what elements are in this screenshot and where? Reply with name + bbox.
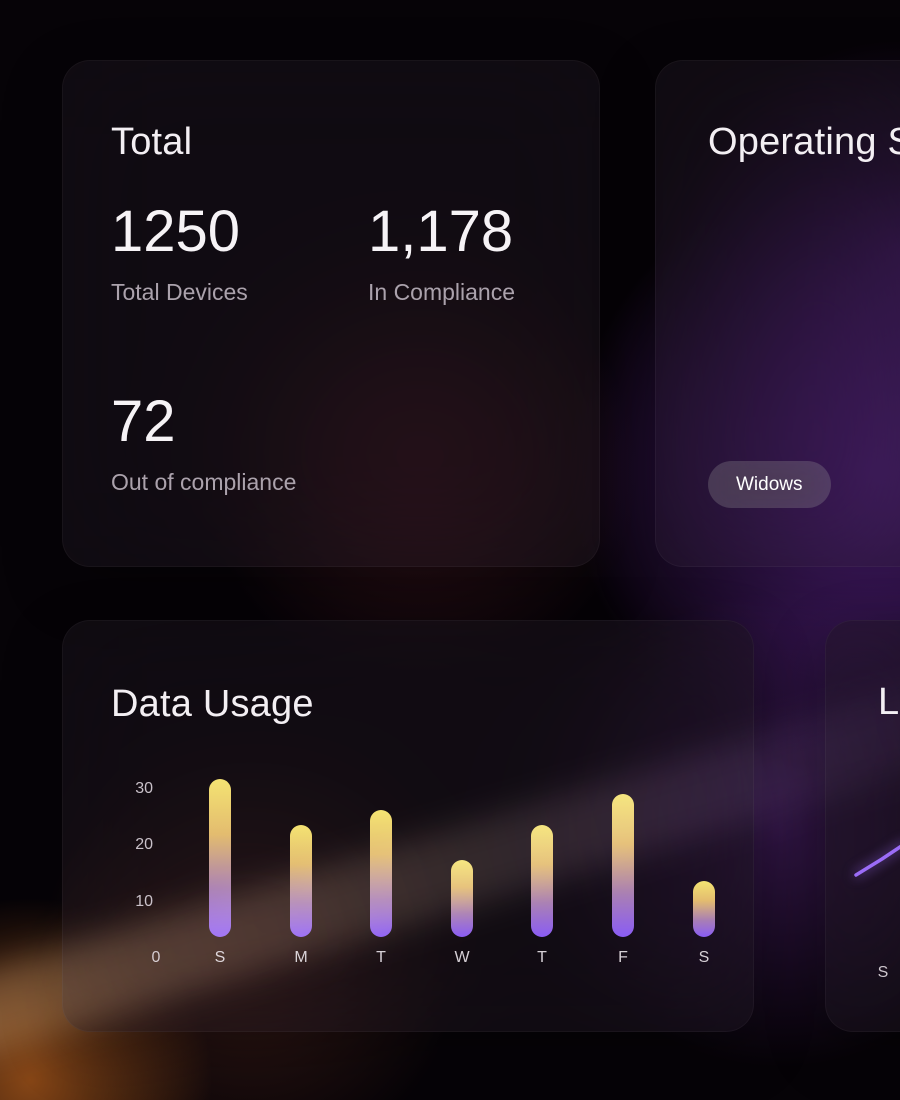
x-tick-label: S	[877, 964, 889, 981]
y-tick-label: 20	[135, 836, 153, 853]
bottom-right-card: L S	[825, 620, 900, 1032]
bar-M-1	[290, 825, 312, 937]
bar-S-0	[209, 779, 231, 937]
x-tick-label: M	[294, 949, 308, 966]
stat-value-out-of-compliance: 72	[111, 389, 176, 454]
total-card: Total 1250 Total Devices 1,178 In Compli…	[62, 60, 600, 567]
data-usage-card-title: Data Usage	[111, 683, 314, 725]
bar-T-2	[370, 810, 392, 937]
stat-label-in-compliance: In Compliance	[368, 279, 516, 305]
data-usage-card: Data Usage 10 20 30 0 S M T W T F S	[62, 620, 754, 1032]
stat-value-total-devices: 1250	[111, 199, 241, 264]
stat-out-of-compliance: 72 Out of compliance	[111, 389, 297, 496]
y-tick-label: 10	[135, 893, 153, 910]
line-chart	[854, 844, 900, 877]
x-tick-label: T	[376, 949, 386, 966]
stat-label-out-of-compliance: Out of compliance	[111, 469, 297, 495]
operating-system-card-title: Operating S	[708, 121, 900, 163]
x-tick-label: S	[214, 949, 226, 966]
bottom-right-card-title: L	[878, 681, 900, 723]
y-tick-zero: 0	[151, 949, 161, 966]
x-tick-label: T	[537, 949, 547, 966]
bar-S-6	[693, 881, 715, 937]
stat-in-compliance: 1,178 In Compliance	[368, 199, 516, 306]
line-series	[854, 844, 900, 877]
os-filter-chip-windows[interactable]: Widows	[708, 461, 831, 508]
stat-value-in-compliance: 1,178	[368, 199, 514, 264]
data-usage-plot: 10 20 30 0 S M T W T F S	[63, 621, 753, 1031]
bar-F-5	[612, 794, 634, 937]
total-card-title: Total	[111, 121, 193, 163]
bar-T-4	[531, 825, 553, 937]
x-tick-label: F	[618, 949, 628, 966]
x-tick-label: W	[454, 949, 470, 966]
bar-W-3	[451, 860, 473, 937]
x-tick-label: S	[698, 949, 710, 966]
operating-system-card: Operating S Widows	[655, 60, 900, 567]
y-tick-label: 30	[135, 780, 153, 797]
stat-total-devices: 1250 Total Devices	[111, 199, 248, 306]
stat-label-total-devices: Total Devices	[111, 279, 248, 305]
